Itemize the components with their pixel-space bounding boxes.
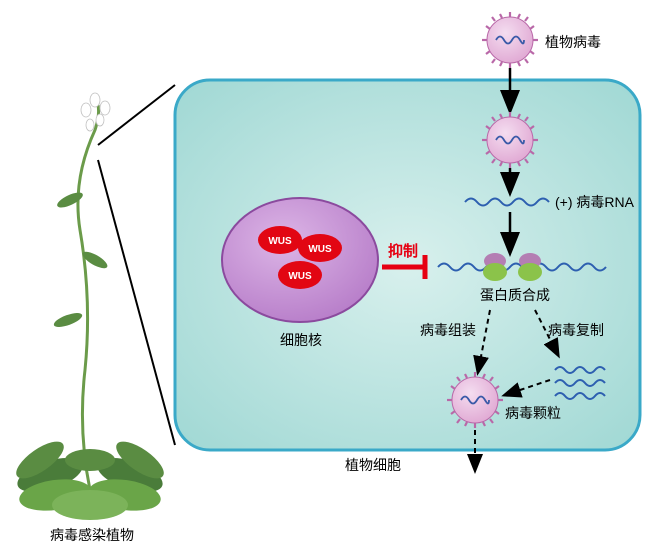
label-plant-virus: 植物病毒 bbox=[545, 32, 601, 52]
label-inhibit: 抑制 bbox=[388, 240, 418, 261]
svg-text:WUS: WUS bbox=[268, 236, 292, 247]
svg-text:WUS: WUS bbox=[308, 244, 332, 255]
nucleus bbox=[222, 198, 378, 322]
connector-line-top bbox=[98, 85, 175, 145]
infected-plant-illustration bbox=[11, 93, 169, 520]
label-nucleus: 细胞核 bbox=[280, 330, 322, 350]
label-infected-plant: 病毒感染植物 bbox=[50, 525, 134, 545]
label-protein-synthesis: 蛋白质合成 bbox=[480, 285, 550, 305]
virus-particle-top bbox=[482, 12, 538, 68]
svg-text:WUS: WUS bbox=[288, 271, 312, 282]
label-virus-particle: 病毒颗粒 bbox=[505, 403, 561, 423]
connector-line-bottom bbox=[98, 160, 175, 445]
label-plant-cell: 植物细胞 bbox=[345, 455, 401, 475]
label-virus-rna: (+) 病毒RNA bbox=[555, 192, 634, 212]
label-virus-replication: 病毒复制 bbox=[548, 320, 604, 340]
label-virus-assembly: 病毒组装 bbox=[420, 320, 476, 340]
